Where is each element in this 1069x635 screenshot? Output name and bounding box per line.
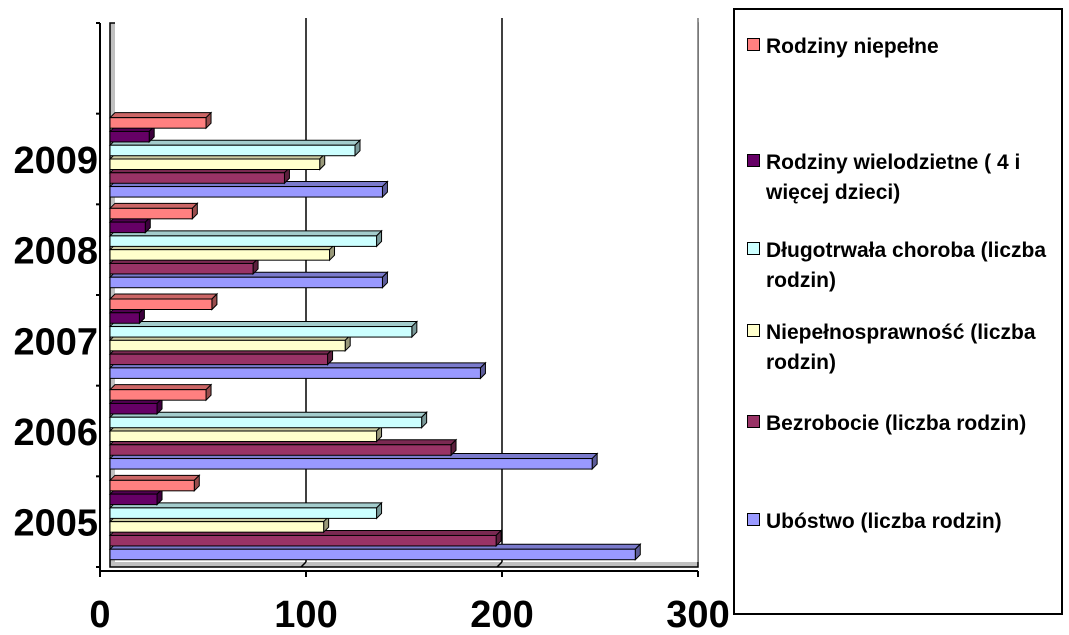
bar-2009-s2 xyxy=(109,158,321,170)
y-tick-label-2009: 2009 xyxy=(13,140,98,182)
x-tick-label-3: 300 xyxy=(666,594,729,630)
x-tick-label-0: 0 xyxy=(89,594,110,630)
bar-2007-s4 xyxy=(109,312,140,324)
bar-2007-s3 xyxy=(109,326,413,338)
plot-area xyxy=(115,18,698,562)
legend-label-5: Rodziny niepełne xyxy=(766,35,939,58)
bar-2007-s1 xyxy=(109,353,329,366)
legend-swatch-3 xyxy=(747,242,760,255)
legend-item-1: Bezrobocie (liczba rodzin) xyxy=(747,409,1063,439)
bar-2006-s1 xyxy=(109,444,452,456)
bar-2008-s1 xyxy=(109,262,254,275)
bar-2008-s3-top xyxy=(108,230,383,237)
bar-2008-s5-top xyxy=(108,202,199,209)
legend-label-4: Rodziny wielodzietne ( 4 i więcej dzieci… xyxy=(766,151,1021,204)
legend-label-2: Niepełnosprawność (liczba rodzin) xyxy=(766,321,1036,374)
legend-label-3: Długotrwała choroba (liczba rodzin) xyxy=(766,239,1047,292)
bar-2007-s0 xyxy=(109,367,481,379)
bar-2009-s3 xyxy=(109,144,356,157)
x-tick-label-1: 100 xyxy=(274,594,337,630)
legend-swatch-5 xyxy=(747,38,760,51)
bar-2009-s5 xyxy=(109,117,207,129)
legend-swatch-0 xyxy=(747,513,760,526)
legend-item-4: Rodziny wielodzietne ( 4 i więcej dzieci… xyxy=(747,148,1063,208)
bar-2006-s5 xyxy=(109,389,207,401)
gridline-floor-1 xyxy=(300,561,307,568)
bar-2009-s1 xyxy=(109,172,285,184)
bar-2006-s2 xyxy=(109,430,378,442)
legend-item-0: Ubóstwo (liczba rodzin) xyxy=(747,507,1063,537)
bar-2009-s0 xyxy=(109,186,383,198)
legend-swatch-2 xyxy=(747,324,760,337)
bar-2007-s3-top xyxy=(108,321,419,328)
bar-2006-s3 xyxy=(109,416,423,429)
bar-2005-s3 xyxy=(109,507,378,519)
legend-label-0: Ubóstwo (liczba rodzin) xyxy=(766,510,1002,533)
bar-2008-s5 xyxy=(109,207,193,220)
bar-2006-s0 xyxy=(109,458,593,470)
legend-swatch-4 xyxy=(747,154,760,167)
bar-2007-s2 xyxy=(109,339,346,352)
bar-2007-s5-top xyxy=(108,293,219,300)
bar-2008-s0 xyxy=(109,276,383,289)
x-tick-label-2: 200 xyxy=(470,594,533,630)
bar-2008-s3 xyxy=(109,235,378,247)
bar-2009-s5-top xyxy=(108,112,213,119)
bar-2009-s4 xyxy=(109,130,150,143)
y-tick-label-2006: 2006 xyxy=(13,412,98,454)
legend-item-2: Niepełnosprawność (liczba rodzin) xyxy=(747,318,1063,378)
bar-2005-s4 xyxy=(109,493,158,506)
bar-2008-s4 xyxy=(109,221,146,234)
bar-2006-s4 xyxy=(109,402,158,415)
legend: Rodziny niepełne Rodziny wielodzietne ( 4… xyxy=(733,8,1063,615)
legend-item-3: Długotrwała choroba (liczba rodzin) xyxy=(747,236,1063,296)
bar-2007-s5 xyxy=(109,298,213,310)
bar-2005-s2 xyxy=(109,521,325,533)
bar-2006-s5-top xyxy=(108,384,213,391)
bar-2005-s5 xyxy=(109,479,195,492)
bar-2005-s5-top xyxy=(108,474,201,481)
bar-2005-s0 xyxy=(109,548,636,561)
bar-2005-s1 xyxy=(109,534,497,547)
legend-swatch-1 xyxy=(747,415,760,428)
gridline-floor-2 xyxy=(496,561,503,568)
bar-2008-s2 xyxy=(109,249,331,261)
legend-item-5: Rodziny niepełne xyxy=(747,32,1063,62)
y-tick-label-2005: 2005 xyxy=(13,503,98,545)
legend-label-1: Bezrobocie (liczba rodzin) xyxy=(766,412,1027,435)
y-tick-label-2007: 2007 xyxy=(13,321,98,363)
y-tick-label-2008: 2008 xyxy=(13,231,98,273)
